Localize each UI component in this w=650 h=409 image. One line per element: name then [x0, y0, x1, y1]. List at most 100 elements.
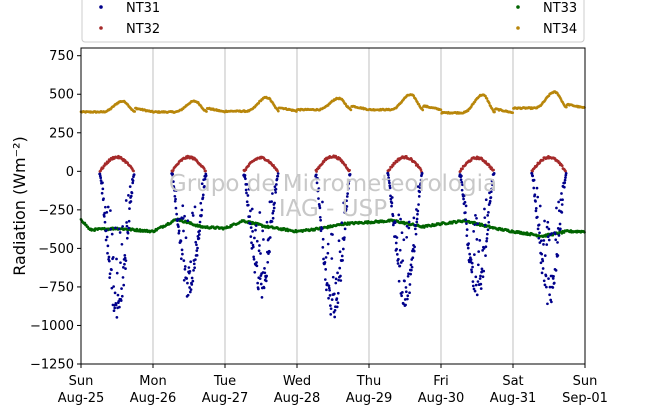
nt31-point — [492, 172, 496, 175]
x-tick-label-day: Fri — [433, 374, 449, 389]
nt31-point — [125, 224, 129, 228]
nt32-point — [391, 164, 395, 167]
nt31-point — [339, 274, 342, 278]
nt31-point — [491, 183, 494, 187]
y-tick-label: 500 — [49, 88, 74, 103]
nt31-point — [487, 210, 490, 214]
nt31-point — [536, 215, 539, 219]
nt31-point — [417, 203, 420, 206]
nt31-point — [115, 315, 119, 319]
nt31-point — [195, 253, 199, 257]
nt32-point — [276, 169, 279, 173]
nt31-point — [413, 245, 416, 249]
nt31-point — [485, 239, 488, 243]
nt31-point — [532, 178, 536, 182]
nt31-point — [335, 297, 339, 300]
nt31-point — [322, 257, 325, 261]
nt31-point — [118, 231, 122, 234]
watermark-line-2: IAG - USP — [279, 196, 387, 222]
nt31-point — [338, 266, 342, 270]
nt31-point — [470, 270, 474, 274]
nt31-point — [105, 211, 109, 214]
legend-label-nt32: NT32 — [126, 22, 160, 37]
legend-frame — [81, 0, 585, 43]
nt31-point — [182, 229, 185, 233]
nt31-point — [547, 238, 551, 242]
nt31-point — [177, 225, 180, 229]
legend-marker-nt34 — [516, 26, 520, 30]
nt31-point — [534, 209, 538, 213]
nt31-point — [536, 227, 540, 231]
nt31-point — [473, 223, 477, 227]
nt31-point — [542, 243, 545, 246]
nt31-point — [172, 186, 176, 190]
nt32-point — [344, 163, 347, 167]
nt34-point — [439, 108, 443, 112]
legend-label-nt33: NT33 — [543, 1, 577, 16]
nt31-point — [387, 176, 391, 180]
nt31-point — [120, 242, 124, 246]
nt31-point — [463, 200, 467, 204]
nt31-point — [476, 263, 480, 267]
nt31-point — [483, 216, 487, 220]
nt31-point — [464, 218, 468, 222]
nt31-point — [479, 274, 482, 278]
nt31-point — [467, 242, 470, 245]
nt31-point — [257, 249, 261, 253]
nt31-point — [395, 236, 399, 239]
nt31-point — [413, 227, 417, 231]
nt34-point — [511, 111, 515, 115]
nt31-point — [264, 279, 268, 283]
nt31-point — [255, 261, 258, 264]
nt31-point — [540, 271, 544, 275]
nt31-point — [188, 286, 191, 289]
y-tick-label: 750 — [49, 49, 74, 64]
nt31-point — [538, 241, 542, 244]
nt31-point — [411, 256, 415, 260]
nt31-point — [333, 315, 337, 319]
data-points — [79, 90, 586, 319]
nt31-point — [194, 258, 197, 261]
nt34-point — [276, 109, 280, 113]
nt31-point — [405, 235, 409, 239]
nt31-point — [346, 192, 349, 195]
nt31-point — [473, 289, 477, 293]
nt31-point — [471, 265, 474, 269]
nt31-point — [340, 221, 344, 225]
nt31-point — [201, 196, 205, 199]
nt31-point — [196, 246, 199, 250]
nt31-point — [472, 287, 476, 291]
nt31-point — [391, 214, 395, 218]
nt31-point — [321, 200, 324, 204]
nt31-point — [276, 174, 280, 178]
nt31-point — [343, 227, 347, 231]
nt31-point — [268, 236, 272, 239]
y-tick-label: −1250 — [30, 358, 74, 373]
nt31-point — [128, 207, 131, 210]
nt31-point — [401, 259, 405, 263]
nt32-point — [132, 169, 135, 173]
nt31-point — [118, 305, 121, 309]
nt31-point — [195, 243, 198, 247]
nt31-point — [464, 211, 467, 214]
nt31-point — [127, 226, 131, 230]
nt31-point — [204, 174, 208, 178]
nt31-point — [120, 294, 124, 298]
nt31-point — [410, 265, 414, 269]
nt31-point — [191, 211, 194, 215]
nt31-point — [179, 239, 183, 243]
nt31-point — [532, 186, 536, 190]
nt34-point — [205, 110, 208, 113]
nt31-point — [177, 231, 181, 235]
nt31-point — [475, 293, 479, 297]
nt31-point — [341, 247, 345, 251]
nt31-point — [248, 222, 252, 225]
nt31-point — [337, 278, 340, 282]
nt31-point — [178, 217, 181, 221]
nt31-point — [125, 236, 129, 240]
nt31-point — [319, 218, 322, 222]
nt31-point — [272, 206, 276, 210]
nt31-point — [415, 217, 419, 221]
nt31-point — [420, 171, 424, 175]
nt31-point — [117, 300, 121, 303]
